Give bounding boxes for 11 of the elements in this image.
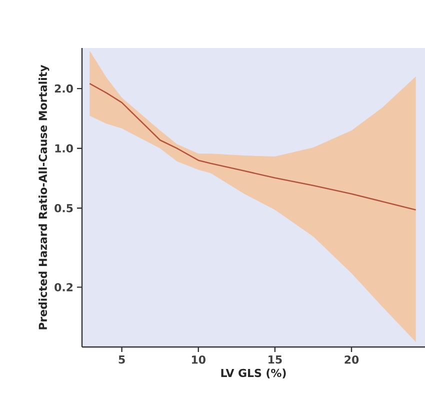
y-tick-label: 0.2 [54,283,73,292]
x-tick-label: 15 [268,356,282,364]
x-axis-title: LV GLS (%) [221,368,286,378]
y-axis-title: Predicted Hazard Ratio-All-Cause Mortality [38,64,50,330]
y-tick-label: 2.0 [54,84,73,93]
y-tick-label: 1.0 [55,144,73,152]
x-tick-label: 5 [118,356,125,364]
x-tick-label: 10 [192,356,206,364]
y-tick-label: 0.5 [54,204,73,212]
line-series [89,82,416,211]
x-tick-label: 20 [344,356,359,364]
